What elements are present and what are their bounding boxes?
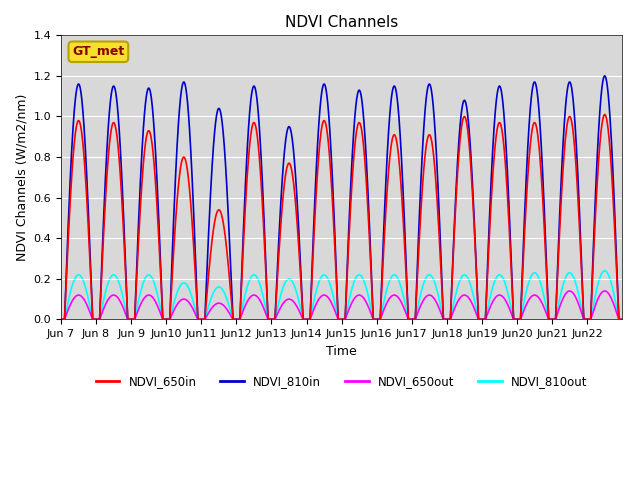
- Legend: NDVI_650in, NDVI_810in, NDVI_650out, NDVI_810out: NDVI_650in, NDVI_810in, NDVI_650out, NDV…: [91, 371, 593, 393]
- Title: NDVI Channels: NDVI Channels: [285, 15, 398, 30]
- Y-axis label: NDVI Channels (W/m2/nm): NDVI Channels (W/m2/nm): [15, 94, 28, 261]
- Text: GT_met: GT_met: [72, 45, 125, 58]
- X-axis label: Time: Time: [326, 345, 357, 358]
